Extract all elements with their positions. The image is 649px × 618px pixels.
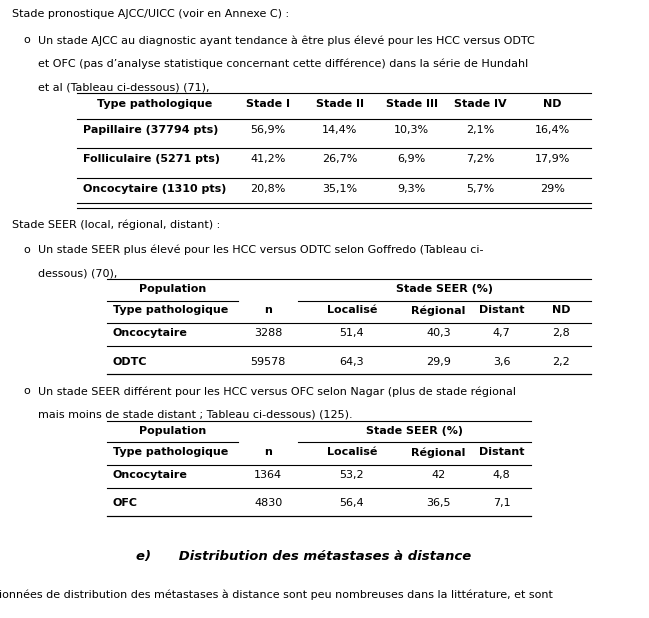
Text: Oncocytaire: Oncocytaire (113, 470, 188, 480)
Text: Papillaire (37794 pts): Papillaire (37794 pts) (83, 125, 218, 135)
Text: Stade SEER (%): Stade SEER (%) (396, 284, 493, 294)
Text: 4,8: 4,8 (493, 470, 510, 480)
Text: Stade SEER (%): Stade SEER (%) (366, 426, 463, 436)
Text: Un stade AJCC au diagnostic ayant tendance à être plus élevé pour les HCC versus: Un stade AJCC au diagnostic ayant tendan… (38, 35, 535, 46)
Text: Stade I: Stade I (246, 99, 290, 109)
Text: 3,6: 3,6 (493, 357, 510, 366)
Text: 7,2%: 7,2% (467, 154, 495, 164)
Text: Stade SEER (local, régional, distant) :: Stade SEER (local, régional, distant) : (12, 220, 221, 231)
Text: 2,8: 2,8 (552, 328, 570, 338)
Text: dessous) (70),: dessous) (70), (38, 268, 117, 278)
Text: Stade IV: Stade IV (454, 99, 507, 109)
Text: 42: 42 (432, 470, 446, 480)
Text: 59578: 59578 (251, 357, 286, 366)
Text: 5,7%: 5,7% (467, 184, 495, 194)
Text: ND: ND (552, 305, 570, 315)
Text: 36,5: 36,5 (426, 498, 451, 509)
Text: 1364: 1364 (254, 470, 282, 480)
Text: 40,3: 40,3 (426, 328, 451, 338)
Text: mais moins de stade distant ; Tableau ci-dessous) (125).: mais moins de stade distant ; Tableau ci… (38, 410, 352, 420)
Text: et OFC (pas d’analyse statistique concernant cette différence) dans la série de : et OFC (pas d’analyse statistique concer… (38, 59, 528, 69)
Text: 26,7%: 26,7% (323, 154, 358, 164)
Text: o: o (23, 245, 30, 255)
Text: Type pathologique: Type pathologique (113, 305, 228, 315)
Text: Distant: Distant (479, 447, 524, 457)
Text: ODTC: ODTC (113, 357, 147, 366)
Text: ND: ND (543, 99, 561, 109)
Text: n: n (264, 305, 272, 315)
Text: Régional: Régional (411, 305, 466, 316)
Text: Population: Population (139, 426, 206, 436)
Text: Oncocytaire (1310 pts): Oncocytaire (1310 pts) (83, 184, 226, 194)
Text: et al (Tableau ci-dessous) (71),: et al (Tableau ci-dessous) (71), (38, 82, 210, 92)
Text: 3288: 3288 (254, 328, 282, 338)
Text: 2,2: 2,2 (552, 357, 570, 366)
Text: Type pathologique: Type pathologique (97, 99, 212, 109)
Text: 29,9: 29,9 (426, 357, 451, 366)
Text: Type pathologique: Type pathologique (113, 447, 228, 457)
Text: Régional: Régional (411, 447, 466, 458)
Text: Folliculaire (5271 pts): Folliculaire (5271 pts) (83, 154, 220, 164)
Text: OFC: OFC (113, 498, 138, 509)
Text: 20,8%: 20,8% (251, 184, 286, 194)
Text: 56,9%: 56,9% (251, 125, 286, 135)
Text: Localisé: Localisé (326, 305, 377, 315)
Text: 64,3: 64,3 (339, 357, 364, 366)
Text: Localisé: Localisé (326, 447, 377, 457)
Text: 51,4: 51,4 (339, 328, 364, 338)
Text: 53,2: 53,2 (339, 470, 364, 480)
Text: n: n (264, 447, 272, 457)
Text: 17,9%: 17,9% (535, 154, 570, 164)
Text: 14,4%: 14,4% (323, 125, 358, 135)
Text: 7,1: 7,1 (493, 498, 510, 509)
Text: o: o (23, 35, 30, 45)
Text: Stade pronostique AJCC/UICC (voir en Annexe C) :: Stade pronostique AJCC/UICC (voir en Ann… (12, 9, 289, 19)
Text: Stade II: Stade II (316, 99, 364, 109)
Text: Un stade SEER plus élevé pour les HCC versus ODTC selon Goffredo (Tableau ci-: Un stade SEER plus élevé pour les HCC ve… (38, 245, 484, 255)
Text: 9,3%: 9,3% (398, 184, 426, 194)
Text: o: o (23, 386, 30, 396)
Text: 41,2%: 41,2% (251, 154, 286, 164)
Text: 29%: 29% (540, 184, 565, 194)
Text: 56,4: 56,4 (339, 498, 364, 509)
Text: Distant: Distant (479, 305, 524, 315)
Text: ionnées de distribution des métastases à distance sont peu nombreuses dans la li: ionnées de distribution des métastases à… (0, 590, 553, 600)
Text: 35,1%: 35,1% (323, 184, 358, 194)
Text: e)      Distribution des métastases à distance: e) Distribution des métastases à distanc… (136, 549, 472, 562)
Text: 6,9%: 6,9% (398, 154, 426, 164)
Text: Un stade SEER différent pour les HCC versus OFC selon Nagar (plus de stade régio: Un stade SEER différent pour les HCC ver… (38, 386, 516, 397)
Text: 10,3%: 10,3% (394, 125, 429, 135)
Text: Stade III: Stade III (386, 99, 437, 109)
Text: Population: Population (139, 284, 206, 294)
Text: 16,4%: 16,4% (535, 125, 570, 135)
Text: Oncocytaire: Oncocytaire (113, 328, 188, 338)
Text: 2,1%: 2,1% (467, 125, 495, 135)
Text: 4,7: 4,7 (493, 328, 510, 338)
Text: 4830: 4830 (254, 498, 282, 509)
